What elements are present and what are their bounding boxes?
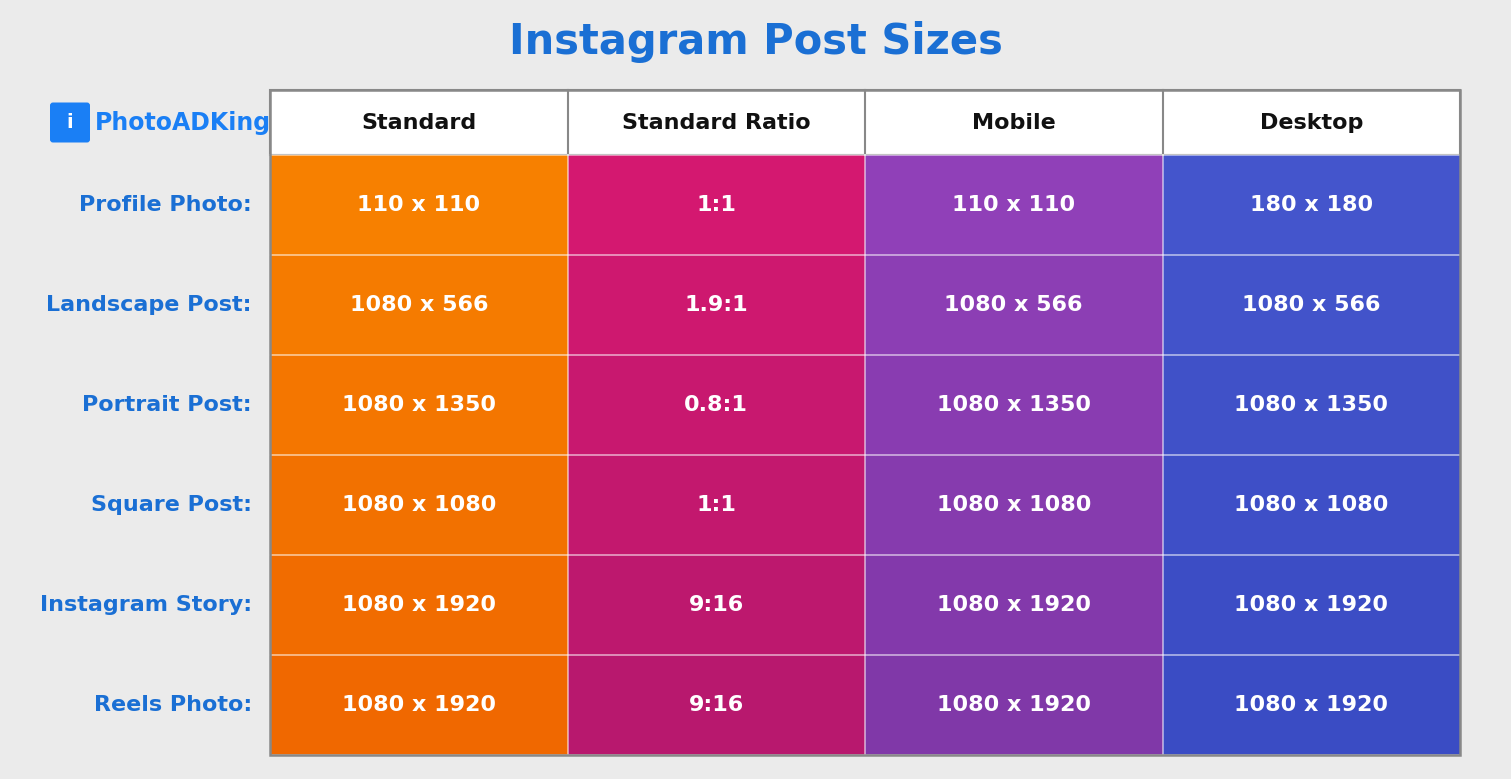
Bar	[864, 255, 1162, 355]
Text: 9:16: 9:16	[689, 595, 743, 615]
Bar	[1162, 155, 1460, 255]
Text: Instagram Story:: Instagram Story:	[39, 595, 252, 615]
Text: 1:1: 1:1	[697, 195, 736, 215]
Bar	[270, 655, 568, 755]
Text: 1080 x 1920: 1080 x 1920	[1234, 595, 1389, 615]
FancyBboxPatch shape	[50, 103, 91, 143]
Text: 1080 x 1080: 1080 x 1080	[937, 495, 1091, 515]
Text: 1080 x 1350: 1080 x 1350	[341, 395, 496, 415]
Text: PhotoADKing: PhotoADKing	[95, 111, 270, 135]
Text: 1080 x 1920: 1080 x 1920	[1234, 695, 1389, 715]
Bar	[270, 90, 1460, 755]
Bar	[270, 355, 568, 455]
Bar	[270, 90, 1460, 155]
Bar	[270, 455, 568, 555]
Bar	[270, 155, 568, 255]
Text: 1080 x 1350: 1080 x 1350	[937, 395, 1091, 415]
Bar	[864, 155, 1162, 255]
Bar	[1162, 355, 1460, 455]
Bar	[568, 255, 864, 355]
Bar	[864, 455, 1162, 555]
Text: 1080 x 1920: 1080 x 1920	[937, 695, 1091, 715]
Bar	[1162, 255, 1460, 355]
Bar	[568, 655, 864, 755]
Text: 180 x 180: 180 x 180	[1250, 195, 1373, 215]
Bar	[568, 355, 864, 455]
Text: Reels Photo:: Reels Photo:	[94, 695, 252, 715]
Bar	[568, 555, 864, 655]
Text: 1080 x 1920: 1080 x 1920	[341, 595, 496, 615]
Bar	[1162, 555, 1460, 655]
Bar	[270, 255, 568, 355]
Text: Standard: Standard	[361, 112, 476, 132]
Text: 1080 x 1080: 1080 x 1080	[1234, 495, 1389, 515]
Text: i: i	[66, 113, 74, 132]
Text: 1.9:1: 1.9:1	[684, 295, 748, 315]
Text: 0.8:1: 0.8:1	[684, 395, 748, 415]
Bar	[1162, 455, 1460, 555]
Text: 110 x 110: 110 x 110	[952, 195, 1076, 215]
Text: Instagram Post Sizes: Instagram Post Sizes	[509, 21, 1002, 63]
Text: 1080 x 1080: 1080 x 1080	[341, 495, 496, 515]
Text: Standard Ratio: Standard Ratio	[623, 112, 810, 132]
Bar	[568, 455, 864, 555]
Text: Square Post:: Square Post:	[91, 495, 252, 515]
Bar	[568, 155, 864, 255]
Text: Mobile: Mobile	[972, 112, 1056, 132]
Bar	[1162, 655, 1460, 755]
Text: 110 x 110: 110 x 110	[357, 195, 480, 215]
Text: 1080 x 1920: 1080 x 1920	[937, 595, 1091, 615]
Text: 1080 x 566: 1080 x 566	[944, 295, 1083, 315]
Bar	[864, 655, 1162, 755]
Bar	[864, 355, 1162, 455]
Text: 1080 x 566: 1080 x 566	[349, 295, 488, 315]
Text: 1080 x 566: 1080 x 566	[1242, 295, 1381, 315]
Text: Portrait Post:: Portrait Post:	[83, 395, 252, 415]
Text: 1:1: 1:1	[697, 495, 736, 515]
Text: 1080 x 1350: 1080 x 1350	[1234, 395, 1389, 415]
Text: 9:16: 9:16	[689, 695, 743, 715]
Text: 1080 x 1920: 1080 x 1920	[341, 695, 496, 715]
Text: Desktop: Desktop	[1260, 112, 1363, 132]
Bar	[270, 555, 568, 655]
Text: Landscape Post:: Landscape Post:	[47, 295, 252, 315]
Bar	[864, 555, 1162, 655]
Text: Profile Photo:: Profile Photo:	[79, 195, 252, 215]
